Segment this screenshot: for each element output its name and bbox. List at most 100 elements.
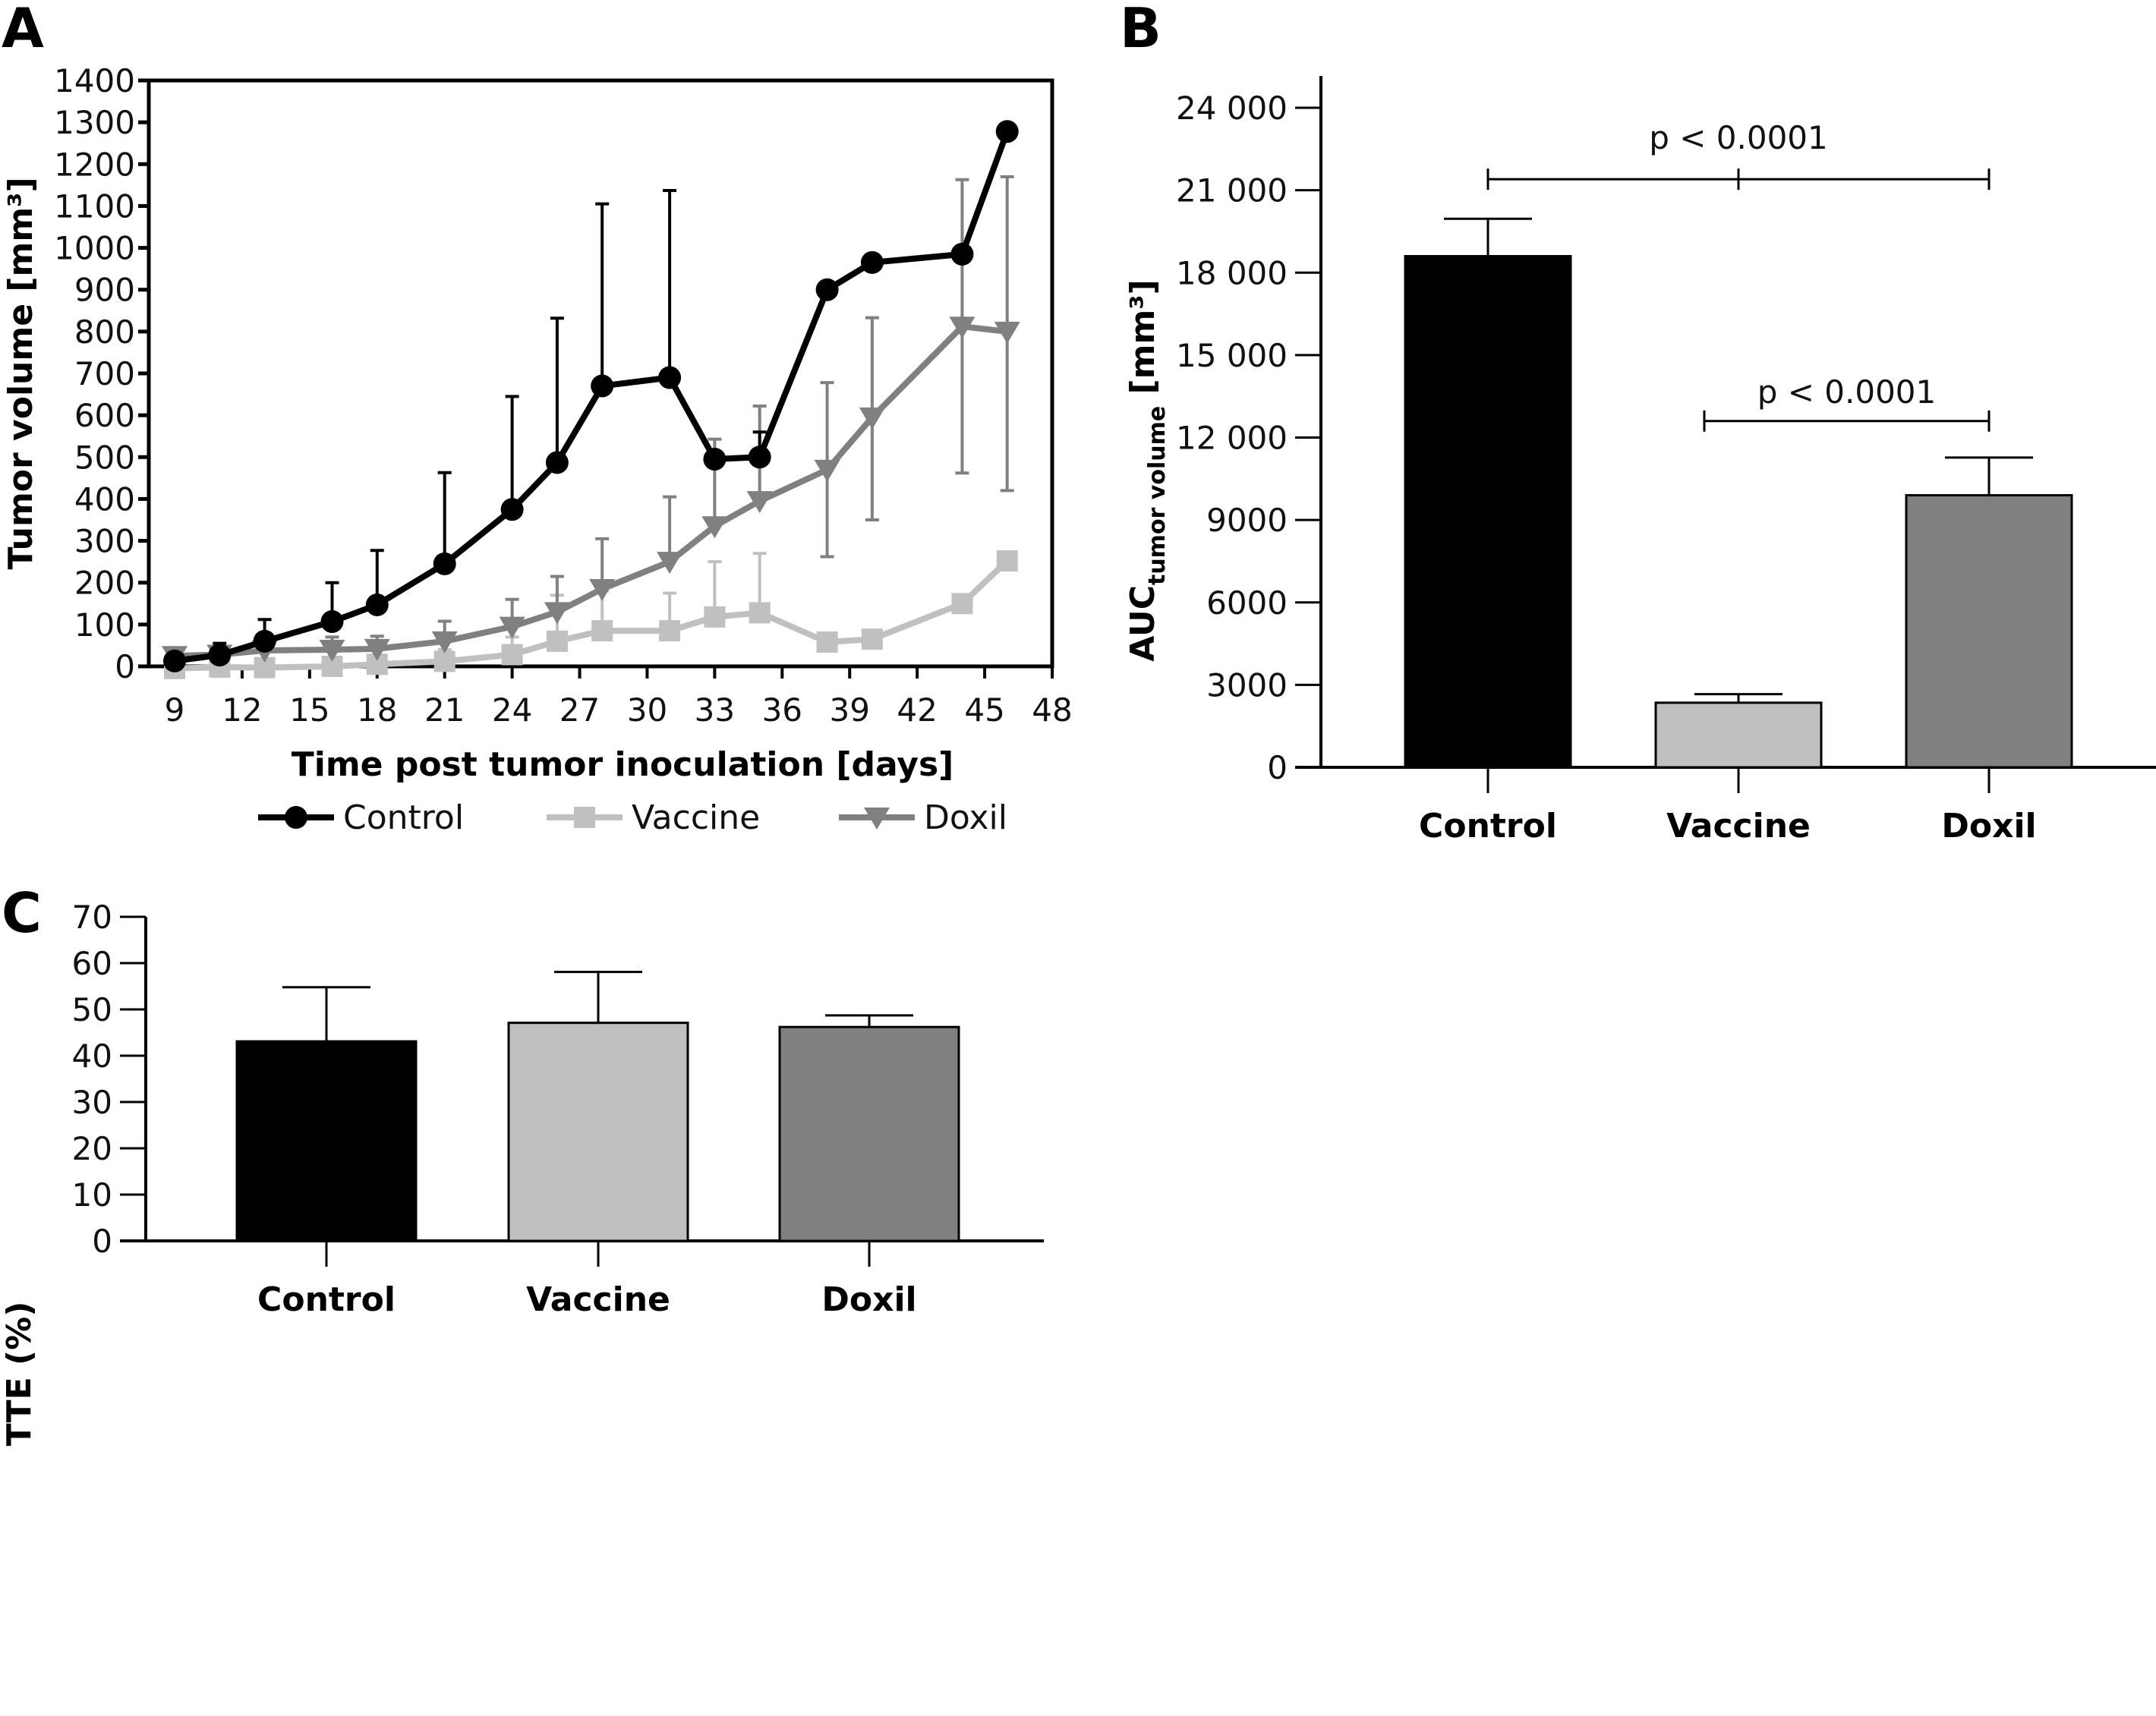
y-tick-label: 9000 [1206, 502, 1288, 539]
y-tick-label: 60 [72, 945, 112, 982]
y-tick-label-a: 700 [74, 355, 135, 392]
marker-doxil [544, 602, 570, 625]
bar-control [235, 1040, 418, 1242]
y-tick-label: 6000 [1206, 584, 1288, 622]
line-vaccine [174, 559, 1010, 672]
y-tick-label-a: 1400 [54, 62, 135, 99]
y-axis-label-b-main: AUC [1124, 585, 1162, 662]
legend-marker-control [285, 806, 307, 829]
x-tick-label-a: 45 [964, 691, 1004, 729]
marker-vaccine [546, 630, 568, 652]
line-doxil [174, 323, 1008, 660]
x-tick-label-a: 15 [289, 691, 329, 729]
x-tick-label-a: 42 [897, 691, 937, 729]
marker-vaccine [951, 593, 973, 615]
category-label-vaccine: Vaccine [526, 1280, 670, 1319]
y-tick-label-a: 1100 [54, 187, 135, 225]
y-tick-label-a: 600 [74, 397, 135, 434]
x-ticks-a: 9 12 15 18 21 24 27 30 33 36 39 42 45 48 [165, 666, 1073, 729]
y-tick-label-a: 1200 [54, 146, 135, 183]
bar-doxil [1905, 494, 2073, 769]
y-tick-label: 18 000 [1176, 254, 1288, 291]
y-tick-label: 0 [1267, 749, 1288, 786]
series-a [162, 120, 1020, 679]
legend-label-vaccine: Vaccine [632, 798, 760, 837]
legend-marker-doxil [864, 808, 890, 830]
x-axis-label-a: Time post tumor inoculation [days] [292, 745, 954, 784]
marker-control [433, 552, 456, 575]
panel-b: B 0 3000 6000 9000 12 000 15 000 18 000 21 000 2… [1120, 0, 2156, 845]
marker-doxil [701, 516, 728, 539]
x-tick-label-a: 36 [762, 691, 802, 729]
x-tick-label-a: 12 [222, 691, 262, 729]
series-control [163, 120, 1019, 672]
panel-label-c: C [2, 881, 42, 945]
y-axis-label-b-unit: [mm³] [1124, 279, 1162, 406]
marker-vaccine [996, 550, 1018, 572]
bar-vaccine [507, 1022, 689, 1242]
y-tick-label-a: 1300 [54, 104, 135, 141]
marker-control [365, 593, 389, 616]
marker-control [591, 374, 614, 398]
marker-control [545, 451, 569, 474]
legend-marker-vaccine [574, 807, 595, 828]
category-label-doxil: Doxil [1941, 807, 2036, 845]
marker-doxil [814, 459, 840, 482]
marker-vaccine [659, 620, 681, 642]
marker-control [748, 446, 771, 469]
y-tick-label: 50 [72, 991, 112, 1028]
y-tick-label-a: 0 [115, 648, 135, 685]
p-value-label-2: p < 0.0001 [1757, 373, 1937, 411]
marker-control [950, 242, 974, 266]
y-tick-label: 24 000 [1176, 90, 1288, 127]
line-control [174, 130, 1010, 664]
marker-vaccine [704, 606, 726, 628]
marker-doxil [319, 639, 345, 662]
panel-a: A 0 100 200 300 400 500 600 700 800 900 1000 1100 12… [2, 0, 1073, 837]
y-tick-label-a: 500 [74, 439, 135, 476]
panel-label-a: A [2, 0, 44, 60]
x-tick-label-a: 39 [830, 691, 870, 729]
y-tick-label-a: 400 [74, 480, 135, 518]
marker-control [703, 448, 727, 471]
marker-doxil [589, 578, 616, 601]
y-tick-label: 12 000 [1176, 420, 1288, 457]
y-tick-label-a: 800 [74, 313, 135, 351]
marker-control [658, 366, 682, 389]
y-tick-label: 40 [72, 1037, 112, 1075]
panel-label-b: B [1120, 0, 1162, 60]
marker-doxil [364, 638, 390, 661]
y-tick-label: 30 [72, 1084, 112, 1121]
legend-label-control: Control [343, 798, 464, 837]
legend-label-doxil: Doxil [924, 798, 1007, 837]
marker-vaccine [749, 602, 771, 624]
marker-doxil [994, 321, 1020, 344]
bar-control [1404, 255, 1572, 769]
marker-control [320, 609, 344, 633]
marker-doxil [859, 407, 885, 430]
marker-control [253, 629, 276, 653]
p-value-label-1: p < 0.0001 [1649, 119, 1828, 156]
x-tick-label-a: 27 [559, 691, 600, 729]
y-axis-label-b-sub: tumor volume [1144, 406, 1171, 585]
plot-c: 0 10 20 30 40 50 60 70 Control Vaccine Doxil [72, 899, 1044, 1319]
x-tick-label-a: 9 [165, 691, 185, 729]
plot-b: 0 3000 6000 9000 12 000 15 000 18 000 21 000 24 … [1176, 76, 2156, 845]
bar-doxil [778, 1025, 960, 1242]
y-ticks-a: 0 100 200 300 400 500 600 700 800 900 1000 1100 1200… [54, 62, 149, 685]
marker-vaccine [861, 628, 883, 650]
marker-control [163, 649, 186, 672]
y-axis-label-b: AUCtumor volume [mm³] [1124, 279, 1171, 661]
y-tick-label-a: 300 [74, 523, 135, 560]
marker-control [208, 644, 232, 667]
marker-doxil [499, 616, 525, 639]
series-doxil [162, 175, 1020, 669]
x-tick-label-a: 48 [1032, 691, 1072, 729]
marker-vaccine [501, 644, 523, 666]
y-tick-label: 15 000 [1176, 337, 1288, 374]
category-label-doxil: Doxil [821, 1280, 916, 1319]
y-tick-label-a: 900 [74, 272, 135, 309]
marker-control [500, 498, 524, 521]
x-tick-label-a: 21 [424, 691, 465, 729]
